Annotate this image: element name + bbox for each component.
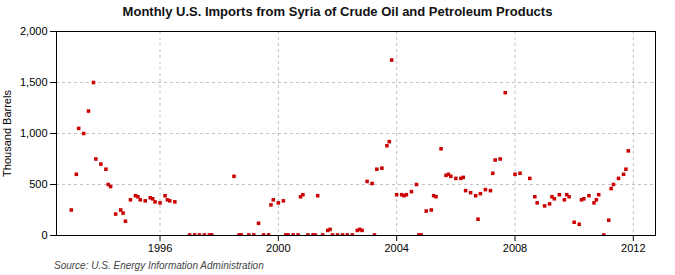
svg-text:500: 500 <box>29 178 47 190</box>
svg-text:2008: 2008 <box>503 242 527 254</box>
html-text:Source: U.S. Energy Informatio: Source: U.S. Energy Information Administ… <box>54 260 264 271</box>
svg-text:Thousand Barrels: Thousand Barrels <box>1 90 13 177</box>
svg-text:2000: 2000 <box>266 242 290 254</box>
svg-text:1,500: 1,500 <box>20 76 48 88</box>
html-text:Monthly U.S. Imports from Syri: Monthly U.S. Imports from Syria of Crude… <box>122 4 553 19</box>
svg-text:1,000: 1,000 <box>20 127 48 139</box>
svg-text:2,000: 2,000 <box>20 25 48 37</box>
svg-text:2004: 2004 <box>384 242 408 254</box>
svg-text:0: 0 <box>41 229 47 241</box>
svg-text:1996: 1996 <box>148 242 172 254</box>
svg-text:2012: 2012 <box>621 242 645 254</box>
